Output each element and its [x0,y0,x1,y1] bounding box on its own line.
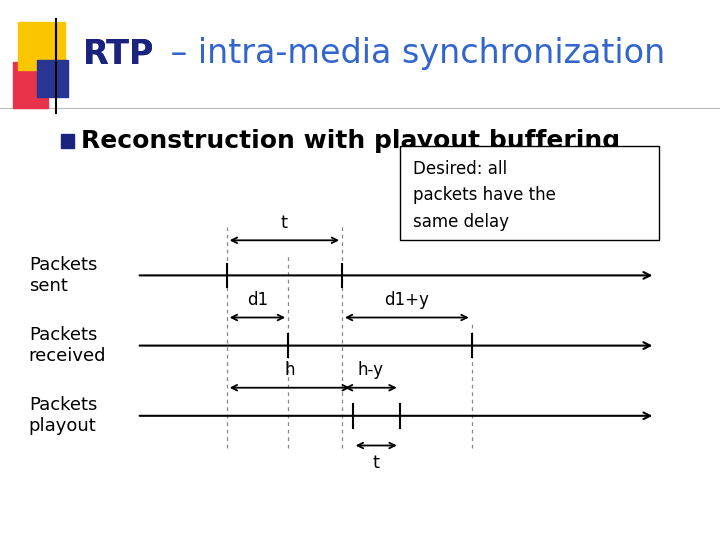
Bar [37,60,68,97]
Text: Packets
received: Packets received [29,326,107,365]
Text: Desired: all
packets have the
same delay: Desired: all packets have the same delay [413,160,555,231]
Text: Packets
sent: Packets sent [29,256,97,295]
Text: RTP: RTP [83,37,154,71]
Text: Reconstruction with playout buffering: Reconstruction with playout buffering [81,129,620,153]
Text: Packets
playout: Packets playout [29,396,97,435]
Text: RTP: RTP [83,37,154,71]
Bar [13,62,48,108]
Bar [400,146,659,240]
Text: h-y: h-y [358,361,384,380]
Text: t: t [373,454,379,472]
Text: d1: d1 [247,291,268,309]
Text: d1+y: d1+y [384,291,429,309]
Bar [18,22,65,70]
Text: – intra-media synchronization: – intra-media synchronization [160,37,665,71]
Text: RTP – intra-media synchronization: RTP – intra-media synchronization [83,37,649,71]
Text: h: h [284,361,295,380]
Bar [61,134,74,148]
Text: t: t [281,214,288,232]
